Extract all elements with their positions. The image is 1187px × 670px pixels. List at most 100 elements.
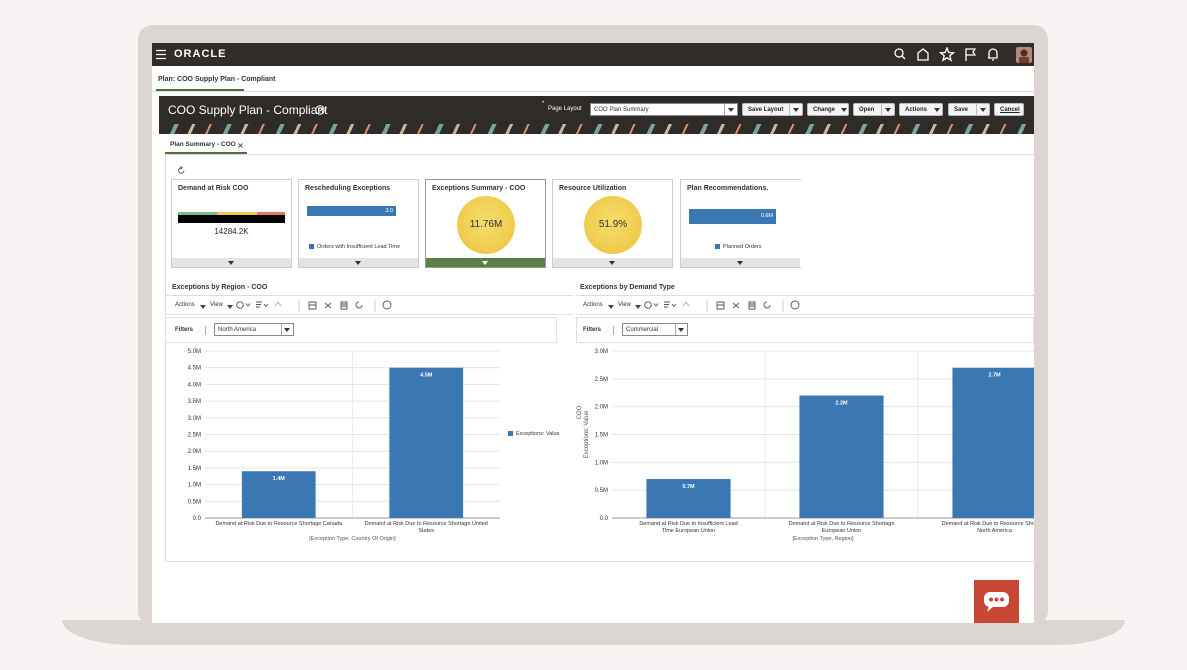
tile-footer[interactable] xyxy=(681,258,800,267)
y-tick-label: 1.0M xyxy=(595,460,608,466)
tile-footer[interactable] xyxy=(426,258,545,267)
tile-footer[interactable] xyxy=(299,258,418,267)
chat-button[interactable] xyxy=(974,580,1019,623)
data-label: 2.2M xyxy=(835,401,848,407)
tile-legend: Orders with Insufficient Lead Time xyxy=(309,244,400,250)
data-label: 2.7M xyxy=(988,373,1001,379)
tile[interactable]: Exceptions Summary - COO 11.76M xyxy=(425,179,546,268)
filter-label: Filters xyxy=(175,327,194,333)
y-tick-label: 0.5M xyxy=(595,488,608,494)
tile-bar: 3.0 xyxy=(307,206,396,216)
help-icon[interactable] xyxy=(315,105,325,115)
close-icon[interactable] xyxy=(238,143,243,148)
button[interactable]: Cancel xyxy=(994,103,1024,116)
toolbar-line xyxy=(165,314,573,315)
button[interactable]: Save xyxy=(948,103,990,116)
bar xyxy=(389,367,464,518)
filter-select[interactable]: Commercial xyxy=(622,323,688,336)
y-tick-label: 2.5M xyxy=(188,433,201,439)
chart-section: Exceptions by Region - COO Actions View Fil… xyxy=(165,283,573,553)
banner-pattern xyxy=(159,124,1034,134)
bar-chart: 0.0 0.5M 1.0M 1.5M 2.0M 2.5M 3.0M 3.5M 4.0M 4.5M 5… xyxy=(188,349,500,522)
banner: COO Supply Plan - Compliant * Page Layou… xyxy=(159,96,1034,134)
button[interactable]: Save Layout xyxy=(742,103,803,116)
toolbar-icons xyxy=(236,300,392,312)
x-tick-label: Demand at Risk Due to Resource Shortage … xyxy=(215,521,343,527)
tile-value: 51.9% xyxy=(584,196,642,254)
legend-text: Planned Orders xyxy=(723,244,762,250)
tile-value: 11.76M xyxy=(457,196,515,254)
tile-title: Exceptions Summary - COO xyxy=(432,185,526,192)
y-tick-label: 3.5M xyxy=(188,399,201,405)
y-tick-label: 2.0M xyxy=(188,449,201,455)
toolbar-icons xyxy=(644,300,800,312)
x-tick-label: Demand at Risk Due to Resource Shortage … xyxy=(364,521,488,534)
tile[interactable]: Plan Recommendations. 0.6M Planned Order… xyxy=(680,179,801,268)
header-icons xyxy=(894,47,1032,63)
caret xyxy=(284,328,290,332)
bar xyxy=(799,395,884,518)
button[interactable]: Change xyxy=(807,103,849,116)
caret xyxy=(200,305,206,309)
y-axis-subtitle: COO xyxy=(577,405,583,419)
filter-bar xyxy=(576,317,1034,343)
toolbar-menu[interactable]: Actions xyxy=(583,302,603,308)
x-tick-label: Demand at Risk Due to Resource Shortage … xyxy=(788,521,895,534)
y-tick-label: 5.0M xyxy=(188,349,201,355)
y-tick-label: 3.0M xyxy=(595,349,608,355)
toolbar-menu[interactable]: View xyxy=(210,302,223,308)
bar xyxy=(646,479,731,518)
subtab[interactable]: Plan Summary - COO xyxy=(170,141,236,148)
chat-icon xyxy=(984,592,1009,612)
toolbar-menu[interactable]: Actions xyxy=(175,302,195,308)
y-tick-label: 1.5M xyxy=(595,433,608,439)
y-tick-label: 1.0M xyxy=(188,483,201,489)
button-label: Cancel xyxy=(1000,107,1020,113)
divider xyxy=(613,326,614,335)
breadcrumb-tab[interactable]: Plan: COO Supply Plan - Compliant xyxy=(158,76,276,83)
top-bar: ORACLE xyxy=(152,43,1034,66)
x-axis-title: [Exception Type, Region] xyxy=(792,536,854,542)
tile[interactable]: Demand at Risk COO 14284.2K xyxy=(171,179,292,268)
button-label: Change xyxy=(813,107,836,113)
data-label: 1.4M xyxy=(273,476,286,482)
divider xyxy=(205,326,206,335)
x-axis-title: [Exception Type, Country Of Origin] xyxy=(309,536,396,542)
divider xyxy=(152,91,1034,92)
button[interactable]: Open xyxy=(853,103,895,116)
button[interactable]: Actions xyxy=(899,103,943,116)
y-tick-label: 4.0M xyxy=(188,382,201,388)
layout-select[interactable]: COO Plan Summary xyxy=(590,103,738,116)
y-tick-label: 3.0M xyxy=(188,416,201,422)
x-tick-label: Demand at Risk Due to Insufficient Lead … xyxy=(639,521,738,534)
filter-select[interactable]: North America xyxy=(214,323,294,336)
y-tick-label: 0.0 xyxy=(600,516,609,522)
tile-title: Demand at Risk COO xyxy=(178,185,249,192)
y-tick-label: 2.0M xyxy=(595,405,608,411)
data-label: 4.5M xyxy=(420,373,433,379)
caret xyxy=(608,305,614,309)
subtab-underline xyxy=(165,152,247,154)
toolbar-menu[interactable]: View xyxy=(618,302,631,308)
tile[interactable]: Resource Utilization 51.9% xyxy=(552,179,673,268)
legend: Exceptions: Value xyxy=(508,430,560,437)
bar xyxy=(952,367,1034,518)
menu-icon[interactable] xyxy=(156,49,167,60)
tile-footer[interactable] xyxy=(172,258,291,267)
chart-section: Exceptions by Demand Type Actions View Filt… xyxy=(576,283,1034,553)
y-tick-label: 1.5M xyxy=(188,466,201,472)
tile-bar: 0.6M xyxy=(689,209,776,224)
y-tick-label: 0.5M xyxy=(188,499,201,505)
tile[interactable]: Rescheduling Exceptions 3.0 Orders with … xyxy=(298,179,419,268)
page-title: COO Supply Plan - Compliant xyxy=(168,103,328,117)
y-axis-title: Exceptions: Value xyxy=(584,410,590,458)
refresh-icon[interactable] xyxy=(177,166,186,175)
x-tick-label: Demand at Risk Due to Resource Shortage … xyxy=(941,521,1034,534)
legend-text: Exceptions: Value xyxy=(516,430,560,437)
caret xyxy=(227,305,233,309)
button-label: Save xyxy=(954,107,969,113)
chart-title: Exceptions by Region - COO xyxy=(172,284,268,291)
gauge xyxy=(178,212,285,223)
tile-footer[interactable] xyxy=(553,258,672,267)
